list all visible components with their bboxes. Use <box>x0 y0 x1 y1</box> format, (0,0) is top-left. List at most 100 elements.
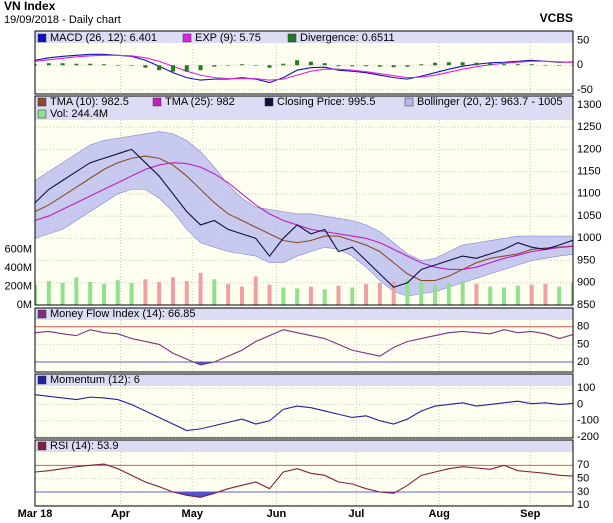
series-line <box>35 155 573 282</box>
plot-layer <box>35 96 573 305</box>
divergence-bar <box>557 65 562 66</box>
volume-bar <box>474 283 479 305</box>
divergence-bar <box>88 63 93 66</box>
divergence-bar <box>74 63 79 66</box>
plot-layer <box>35 308 573 372</box>
volume-bar <box>336 285 341 305</box>
volume-bar <box>557 286 562 305</box>
divergence-bar <box>433 62 438 66</box>
bollinger-band <box>35 131 573 297</box>
y-tick-label: 50 <box>577 34 589 46</box>
legend-label: Divergence: 0.6511 <box>300 32 395 44</box>
divergence-bar <box>115 65 120 66</box>
series-line <box>35 329 573 366</box>
y-tick-label: -50 <box>577 84 593 96</box>
volume-bar <box>157 281 162 305</box>
y-tick-label: 1200 <box>577 143 601 155</box>
divergence-bar <box>198 65 203 71</box>
plot-layer <box>35 440 573 506</box>
y-tick-label: 850 <box>577 299 595 311</box>
legend-label: Bollinger (20, 2): 963.7 - 1005 <box>417 96 563 108</box>
divergence-bar <box>322 63 327 66</box>
source: VCBS <box>540 11 573 25</box>
y-tick-label: 1000 <box>577 232 601 244</box>
legend-swatch <box>37 375 47 385</box>
y-tick-label: 30 <box>577 486 589 498</box>
divergence-bar <box>184 65 189 72</box>
legend-swatch <box>37 109 47 119</box>
legend-swatch <box>287 33 297 43</box>
divergence-bar <box>405 65 410 67</box>
divergence-bar <box>336 65 341 67</box>
volume-bar <box>391 281 396 305</box>
legend-label: Money Flow Index (14): 66.85 <box>50 308 196 320</box>
series-line <box>35 162 573 270</box>
divergence-bar <box>212 65 217 67</box>
divergence-bar <box>170 65 175 72</box>
volume-bar <box>239 286 244 305</box>
x-tick-label: May <box>182 508 204 520</box>
divergence-bar <box>391 65 396 68</box>
volume-bar <box>170 277 175 305</box>
legend-label: EXP (9): 5.75 <box>195 32 261 44</box>
divergence-bar <box>253 65 258 66</box>
y-tick-label: 20 <box>577 356 589 368</box>
x-tick-label: Aug <box>428 508 449 520</box>
volume-bar <box>543 283 548 305</box>
divergence-bar <box>281 63 286 66</box>
x-tick-label: Apr <box>111 508 131 520</box>
volume-bar <box>446 282 451 305</box>
divergence-bar <box>157 65 162 71</box>
divergence-bar <box>143 65 148 68</box>
x-tick-label: Sep <box>520 508 540 520</box>
panel-border <box>34 95 574 306</box>
divergence-bar <box>460 62 465 66</box>
x-tick-label: Mar 18 <box>18 508 53 520</box>
volume-bar <box>460 281 465 305</box>
legend-label: MACD (26, 12): 6.401 <box>50 32 157 44</box>
volume-bar <box>129 282 134 305</box>
legend-label: RSI (14): 53.9 <box>50 440 118 452</box>
plot-layer <box>35 374 573 438</box>
chart-title: VN Index <box>4 0 56 13</box>
volume-bar <box>253 276 258 305</box>
divergence-bar <box>364 65 369 67</box>
volume-bar <box>295 288 300 305</box>
legend-swatch <box>182 33 192 43</box>
panel-border <box>34 439 574 507</box>
volume-bar <box>35 284 37 305</box>
y-tick-label: 50 <box>577 473 589 485</box>
divergence-bar <box>377 65 382 67</box>
legend-band <box>35 374 573 386</box>
y-tick-label: 950 <box>577 254 595 266</box>
y-tick-label: 1150 <box>577 166 601 178</box>
divergence-bar <box>295 60 300 66</box>
y-tick-label: 1250 <box>577 121 601 133</box>
legend-label: TMA (25): 982 <box>165 96 235 108</box>
volume-bar <box>184 281 189 305</box>
divergence-bar <box>35 64 37 66</box>
volume-bar <box>281 287 286 305</box>
volume-bar <box>515 285 520 305</box>
y2-tick-label: 200M <box>4 280 32 292</box>
legend-label: Closing Price: 995.5 <box>277 96 375 108</box>
y2-tick-label: 600M <box>4 244 32 256</box>
legend-swatch <box>37 97 47 107</box>
y-tick-label: 10 <box>577 499 589 511</box>
volume-bar <box>433 284 438 305</box>
legend-swatch <box>152 97 162 107</box>
y-tick-label: -100 <box>577 415 599 427</box>
legend-swatch <box>37 309 47 319</box>
volume-bar <box>571 282 573 305</box>
y-tick-label: 1050 <box>577 210 601 222</box>
divergence-bar <box>529 64 534 66</box>
volume-bar <box>60 282 65 305</box>
divergence-bar <box>46 63 51 66</box>
y-tick-label: 1100 <box>577 188 601 200</box>
legend-swatch <box>37 33 47 43</box>
volume-bar <box>212 279 217 305</box>
divergence-bar <box>474 62 479 66</box>
x-tick-label: Jul <box>348 508 364 520</box>
legend-swatch <box>37 441 47 451</box>
